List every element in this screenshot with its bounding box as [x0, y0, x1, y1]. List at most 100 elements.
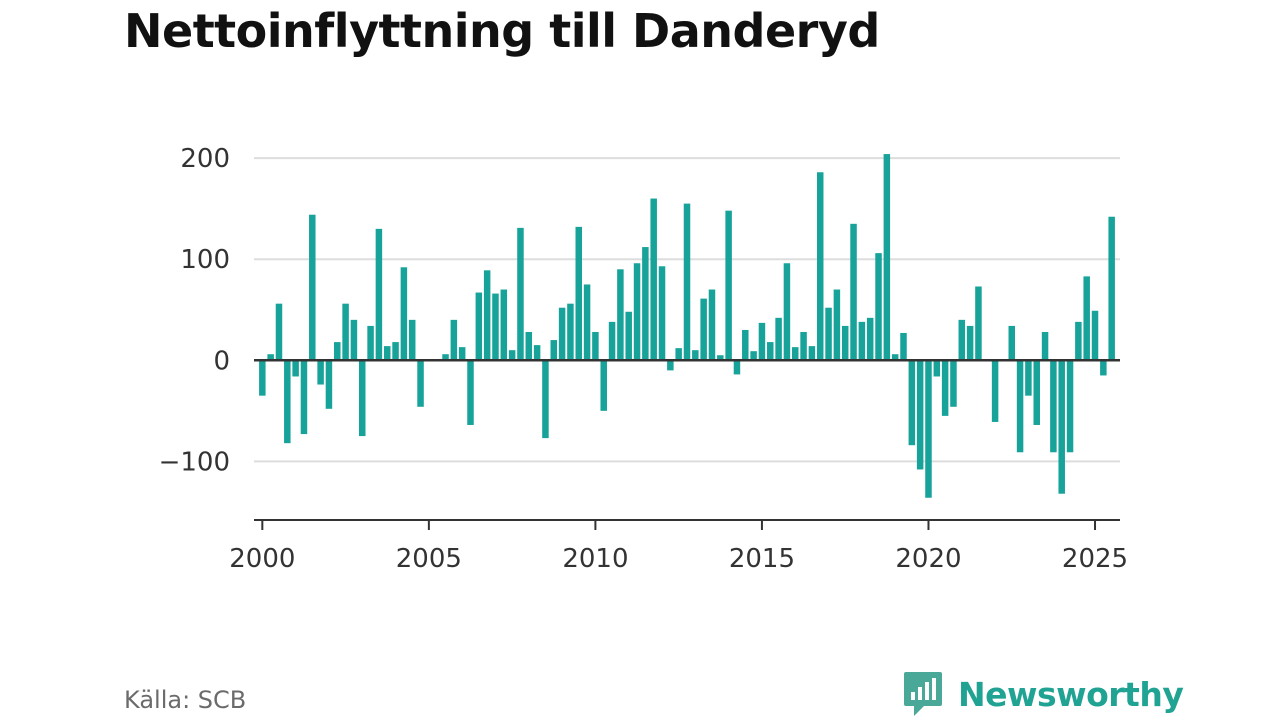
bar [1033, 360, 1040, 425]
chart-title: Nettoinflyttning till Danderyd [124, 4, 880, 58]
x-tick-label: 2000 [229, 544, 295, 574]
bar [492, 293, 499, 361]
bar [467, 360, 474, 425]
bar [816, 172, 824, 361]
bar [683, 203, 691, 361]
bar [958, 319, 966, 361]
bar [600, 360, 607, 411]
bars [259, 154, 1115, 498]
bar [575, 226, 582, 361]
y-tick-label: 0 [213, 346, 230, 376]
bar [1075, 321, 1082, 361]
bar [292, 360, 299, 377]
bar [792, 347, 799, 361]
bar [417, 360, 424, 407]
bar [800, 331, 807, 361]
bar [483, 270, 491, 361]
bar [650, 198, 657, 361]
bar [975, 286, 982, 361]
bar [442, 354, 449, 361]
bar [334, 342, 341, 361]
bar [359, 360, 366, 437]
source-note: Källa: SCB [124, 686, 247, 714]
bar [259, 360, 266, 396]
bar [991, 360, 999, 422]
bar [1008, 325, 1015, 361]
bar [750, 351, 757, 361]
x-tick-label: 2025 [1062, 544, 1128, 574]
bar [325, 360, 333, 409]
tick-labels: 200 100 0 −100 2000 2005 2010 2015 2020 2025 [159, 144, 1129, 574]
bar [284, 360, 291, 444]
bar [508, 350, 516, 361]
bar [1058, 360, 1065, 494]
x-tick-label: 2020 [895, 544, 961, 574]
bar [1041, 331, 1049, 361]
brand-logo: Newsworthy [902, 670, 1184, 718]
bar [517, 227, 524, 361]
axes [254, 359, 1120, 530]
bar [450, 319, 458, 361]
y-tick-label: 100 [180, 245, 230, 275]
x-tick-label: 2015 [729, 544, 795, 574]
bar [742, 329, 749, 361]
bar [783, 263, 791, 361]
bar [1100, 360, 1107, 376]
bar [825, 307, 832, 361]
bar [309, 214, 316, 361]
bar [875, 253, 882, 361]
bar [533, 345, 541, 361]
bar [866, 317, 874, 361]
bar [300, 360, 308, 435]
bar [400, 267, 408, 361]
bar [883, 154, 891, 361]
bar [408, 319, 416, 361]
bar [966, 325, 974, 361]
bar [858, 321, 866, 361]
bar [367, 325, 374, 361]
bar [317, 360, 324, 385]
bar [625, 311, 632, 361]
bar [808, 346, 816, 361]
bar [558, 307, 566, 361]
bar [1066, 360, 1074, 453]
bar [908, 360, 916, 446]
bar [933, 360, 941, 377]
bar [916, 360, 924, 470]
bar [658, 266, 666, 361]
bar [350, 319, 358, 361]
bar [1083, 276, 1090, 361]
bar [841, 325, 849, 361]
bar [1108, 216, 1115, 361]
bar [717, 355, 724, 361]
bar [667, 360, 674, 371]
bar [275, 303, 283, 361]
bar [583, 284, 591, 361]
bar [925, 360, 932, 498]
bar [733, 360, 741, 375]
y-tick-label: 200 [180, 144, 230, 174]
bar [692, 350, 699, 361]
bar [700, 298, 707, 361]
bar [592, 331, 599, 361]
bar [708, 289, 716, 361]
bar [542, 360, 549, 439]
bar [642, 247, 649, 361]
bar [900, 332, 907, 361]
bar [891, 354, 899, 361]
bar [375, 228, 383, 361]
bar [1091, 310, 1099, 361]
bar [1025, 360, 1032, 396]
bar [850, 223, 857, 361]
bar [475, 292, 483, 361]
bar [617, 269, 624, 361]
bar [941, 360, 949, 416]
bar [758, 322, 766, 361]
bar [1050, 360, 1057, 453]
bar [567, 303, 574, 361]
bar [500, 289, 508, 361]
bar [633, 263, 641, 361]
bar [342, 303, 349, 361]
bar [775, 317, 782, 361]
